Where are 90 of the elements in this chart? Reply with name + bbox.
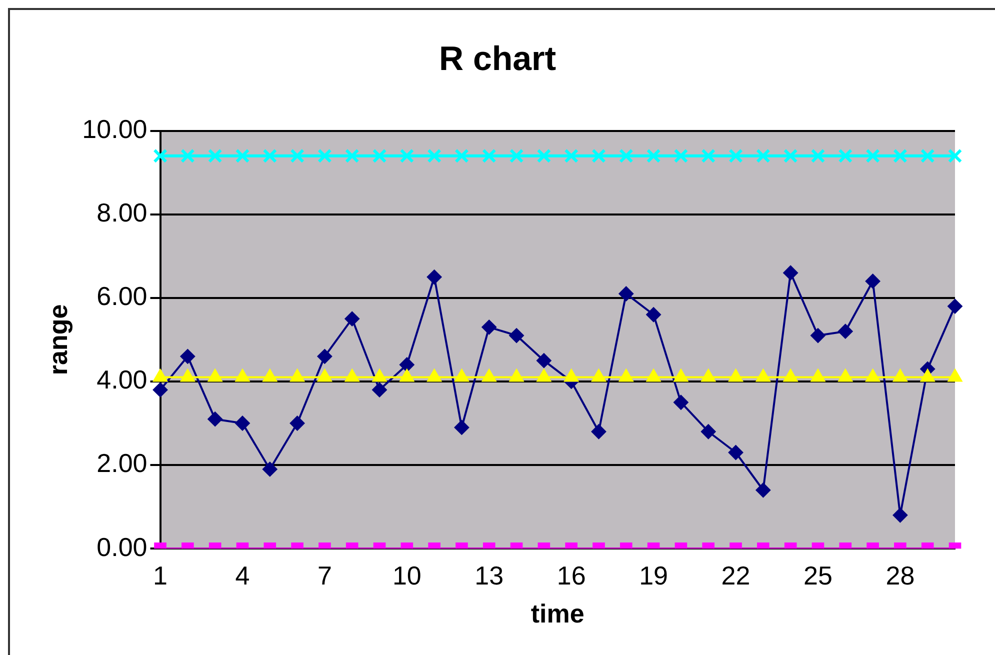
- point: [262, 148, 278, 164]
- point: [865, 368, 880, 382]
- point: [180, 148, 195, 164]
- point: [920, 148, 935, 164]
- point: [783, 265, 798, 280]
- point: [674, 368, 688, 382]
- point: [674, 148, 688, 164]
- point: [591, 368, 606, 382]
- point: [400, 148, 414, 164]
- x-tick-label: 16: [556, 560, 586, 590]
- point: [756, 368, 771, 382]
- point: [427, 148, 442, 164]
- x-tick-label: 4: [235, 560, 250, 590]
- point: [235, 148, 250, 164]
- x-tick-label: 19: [639, 560, 668, 590]
- point: [317, 368, 332, 382]
- point: [728, 368, 744, 382]
- point: [948, 368, 962, 382]
- point: [618, 368, 634, 382]
- point: [208, 368, 222, 382]
- point: [701, 148, 716, 164]
- point: [482, 368, 497, 382]
- point: [618, 286, 634, 302]
- point: [180, 348, 196, 364]
- point: [454, 148, 469, 164]
- point: [152, 368, 168, 382]
- point: [344, 368, 360, 382]
- point: [426, 368, 442, 382]
- point: [509, 148, 524, 164]
- point: [838, 324, 853, 339]
- point: [208, 148, 222, 164]
- x-tick-label: 22: [721, 560, 750, 590]
- x-axis-title: time: [530, 598, 584, 629]
- point: [646, 368, 661, 382]
- x-tick-label: 13: [474, 560, 504, 590]
- y-tick-label: 8.00: [96, 198, 148, 228]
- point: [318, 148, 332, 164]
- point: [262, 368, 278, 382]
- point: [948, 148, 962, 164]
- point: [756, 148, 770, 164]
- point: [290, 148, 304, 164]
- y-tick-label: 10.00: [82, 114, 148, 144]
- y-axis-title: range: [42, 304, 73, 376]
- point: [618, 148, 634, 164]
- point: [838, 368, 853, 382]
- point: [235, 368, 250, 382]
- y-tick-label: 0.00: [96, 532, 148, 562]
- point: [783, 148, 798, 164]
- x-tick-label: 7: [317, 560, 332, 590]
- point: [426, 270, 442, 285]
- point: [344, 148, 360, 164]
- point: [810, 368, 826, 382]
- point: [180, 368, 196, 382]
- point: [865, 274, 880, 289]
- point: [810, 148, 826, 164]
- point: [454, 368, 470, 382]
- x-tick-label: 1: [153, 560, 168, 590]
- point: [536, 368, 552, 382]
- point: [372, 148, 387, 164]
- y-tick-label: 6.00: [96, 281, 148, 312]
- point: [153, 148, 168, 164]
- point: [564, 368, 579, 382]
- point: [783, 368, 798, 382]
- point: [372, 368, 387, 382]
- point: [920, 368, 936, 382]
- point: [700, 368, 716, 382]
- point: [317, 348, 332, 364]
- x-tick-label: 10: [392, 560, 422, 590]
- point: [399, 368, 414, 382]
- point: [892, 368, 908, 382]
- point: [838, 148, 853, 164]
- y-tick-label: 4.00: [96, 364, 148, 395]
- point: [646, 307, 662, 322]
- x-tick-label: 25: [804, 560, 832, 590]
- point: [592, 148, 606, 164]
- point: [509, 368, 524, 382]
- point: [646, 148, 661, 164]
- point: [290, 368, 305, 382]
- point: [536, 148, 552, 164]
- point: [344, 311, 360, 326]
- point: [948, 298, 962, 314]
- point: [893, 148, 908, 164]
- y-tick-label: 2.00: [96, 448, 148, 478]
- point: [482, 148, 496, 164]
- x-tick-label: 28: [886, 560, 915, 590]
- point: [728, 148, 743, 164]
- point: [482, 320, 497, 335]
- point: [866, 148, 880, 164]
- chart-title: R chart: [438, 40, 556, 78]
- point: [564, 148, 578, 164]
